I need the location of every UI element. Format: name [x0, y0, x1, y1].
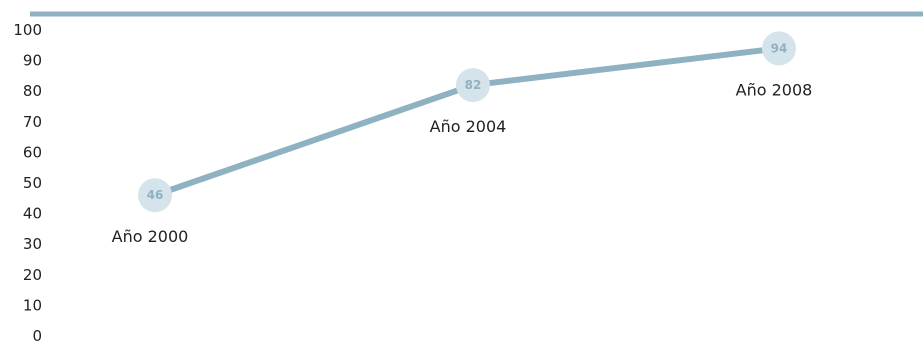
y-axis-ticks: 0 10 20 30 40 50 60 70 80 90 100: [13, 21, 42, 343]
y-tick-label: 70: [23, 113, 42, 131]
data-points: 46 Año 2000 82 Año 2004 94 Año 2008: [112, 31, 813, 246]
category-label: Año 2004: [430, 117, 507, 136]
category-label: Año 2008: [736, 80, 813, 99]
data-point-marker: [138, 178, 172, 213]
y-tick-label: 90: [23, 52, 42, 70]
y-tick-label: 80: [23, 82, 42, 100]
y-tick-label: 0: [32, 327, 42, 343]
data-value-label: 82: [465, 78, 482, 92]
y-tick-label: 60: [23, 143, 42, 161]
data-value-label: 46: [147, 188, 164, 202]
y-tick-label: 50: [23, 174, 42, 192]
data-point-marker: [762, 31, 796, 66]
y-tick-label: 10: [23, 296, 42, 314]
data-value-label: 94: [771, 41, 788, 55]
data-point-marker: [456, 68, 490, 103]
y-tick-label: 40: [23, 205, 42, 223]
y-tick-label: 30: [23, 235, 42, 253]
category-label: Año 2000: [112, 227, 189, 246]
y-tick-label: 100: [13, 21, 42, 39]
y-tick-label: 20: [23, 266, 42, 284]
